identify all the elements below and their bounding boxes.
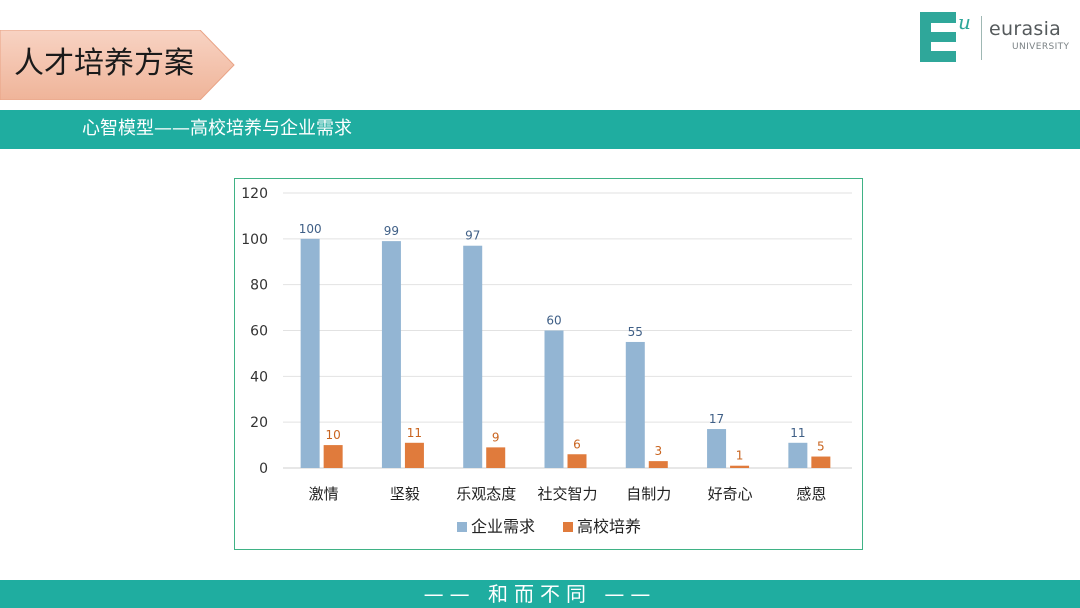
data-label: 11 bbox=[790, 426, 805, 440]
eurasia-logo: u eurasia UNIVERSITY bbox=[920, 12, 1070, 64]
bar bbox=[486, 447, 506, 468]
section-banner: 心智模型——高校培养与企业需求 bbox=[0, 110, 1080, 149]
footer-bar: —— 和而不同 —— bbox=[0, 580, 1080, 608]
legend-swatch bbox=[563, 522, 573, 532]
data-label: 11 bbox=[407, 426, 422, 440]
y-tick-label: 120 bbox=[241, 186, 268, 202]
data-label: 100 bbox=[299, 222, 322, 236]
bar bbox=[567, 454, 587, 468]
footer-motto: —— 和而不同 —— bbox=[423, 582, 657, 606]
y-tick-label: 40 bbox=[250, 369, 268, 385]
title-tab: 人才培养方案 bbox=[0, 30, 236, 100]
data-label: 99 bbox=[384, 224, 399, 238]
y-tick-label: 20 bbox=[250, 415, 268, 431]
y-tick-label: 80 bbox=[250, 278, 268, 294]
y-tick-label: 100 bbox=[241, 232, 268, 248]
logo-superscript: u bbox=[958, 10, 971, 34]
logo-divider bbox=[981, 16, 982, 60]
data-label: 3 bbox=[654, 444, 662, 458]
y-tick-label: 60 bbox=[250, 324, 268, 340]
bar bbox=[730, 465, 750, 468]
page-title: 人才培养方案 bbox=[14, 46, 194, 81]
x-tick-label: 社交智力 bbox=[537, 485, 597, 503]
logo-e-mark-icon bbox=[920, 12, 956, 62]
bar bbox=[463, 245, 483, 468]
data-label: 5 bbox=[817, 440, 825, 454]
x-tick-label: 自制力 bbox=[626, 485, 671, 503]
data-label: 9 bbox=[492, 430, 500, 444]
bar bbox=[788, 442, 808, 468]
data-label: 6 bbox=[573, 437, 581, 451]
data-label: 60 bbox=[546, 314, 561, 328]
data-label: 17 bbox=[709, 412, 724, 426]
title-tab-shape bbox=[0, 30, 235, 100]
bar bbox=[381, 241, 401, 468]
data-label: 55 bbox=[628, 325, 643, 339]
legend-label: 企业需求 bbox=[471, 517, 535, 536]
bar bbox=[811, 456, 831, 468]
bar bbox=[323, 445, 343, 468]
bar bbox=[300, 238, 320, 468]
data-label: 1 bbox=[736, 449, 744, 463]
bar bbox=[544, 330, 564, 468]
x-tick-label: 乐观态度 bbox=[456, 485, 516, 503]
chart-frame: 0 20 40 60 80 100 120 100 10 激情 99 11 坚毅 97 9 乐观态度 60 6 社交… bbox=[234, 178, 863, 550]
logo-name: eurasia bbox=[989, 18, 1062, 40]
bar bbox=[625, 341, 645, 468]
data-label: 97 bbox=[465, 229, 480, 243]
legend-label: 高校培养 bbox=[577, 517, 641, 536]
x-tick-label: 感恩 bbox=[796, 485, 826, 503]
bar bbox=[648, 461, 668, 468]
bar bbox=[404, 442, 424, 468]
section-title: 心智模型——高校培养与企业需求 bbox=[82, 118, 352, 139]
bar-chart: 0 20 40 60 80 100 120 100 10 激情 99 11 坚毅 97 9 乐观态度 60 6 社交… bbox=[241, 186, 852, 536]
data-label: 10 bbox=[326, 428, 341, 442]
x-tick-label: 坚毅 bbox=[390, 485, 420, 503]
x-tick-label: 好奇心 bbox=[708, 485, 753, 503]
legend-swatch bbox=[457, 522, 467, 532]
logo-subtitle: UNIVERSITY bbox=[1012, 42, 1070, 52]
x-tick-label: 激情 bbox=[309, 485, 339, 503]
y-tick-label: 0 bbox=[259, 461, 268, 477]
bar bbox=[707, 429, 727, 468]
